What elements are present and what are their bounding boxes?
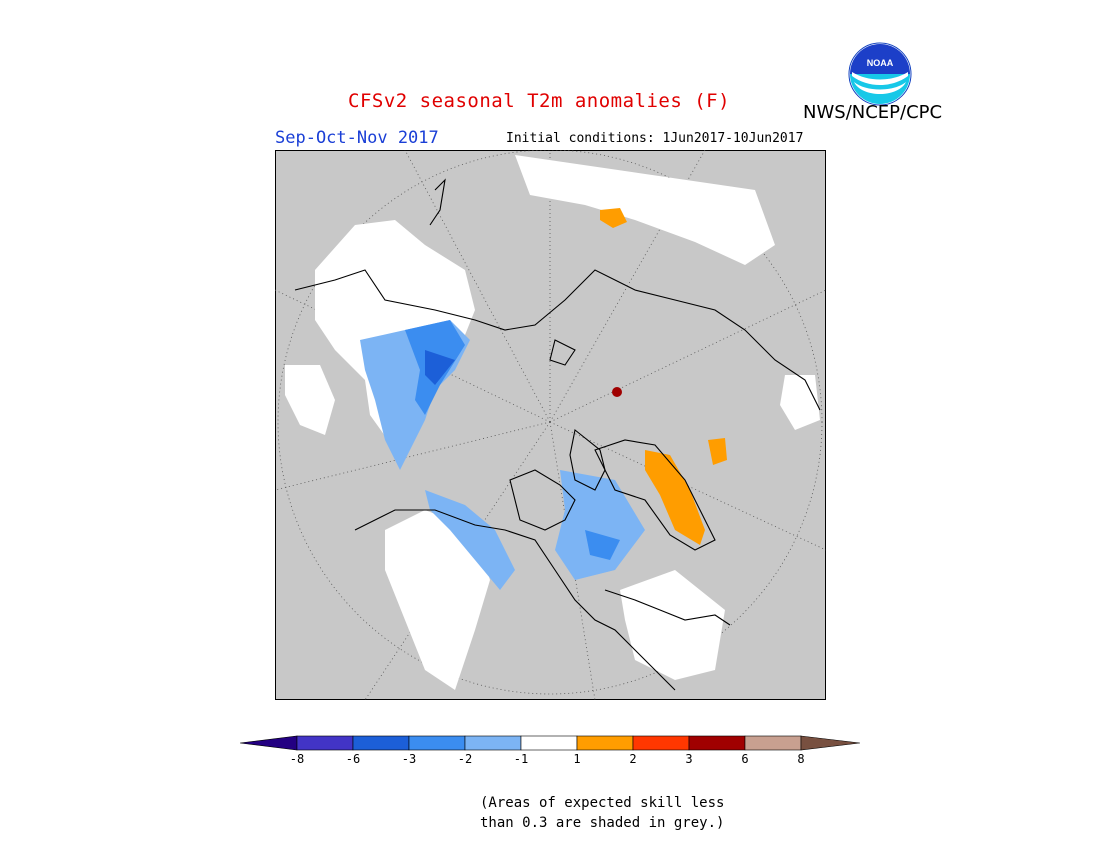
legend-cell-above-8: [800, 735, 860, 751]
legend-cell-minus6-minus3: [352, 735, 410, 751]
region-north-africa: [515, 155, 775, 265]
polar-anomaly-map: [275, 150, 826, 700]
region-neg-hudson: [585, 530, 620, 560]
region-neg-canadian-archipelago: [555, 470, 645, 580]
legend-cell-2-3: [632, 735, 690, 751]
positive-anomaly-regions: [600, 208, 727, 545]
negative-anomaly-regions: [360, 320, 645, 590]
region-pos-spot: [612, 387, 622, 397]
agency-label: NWS/NCEP/CPC: [803, 102, 943, 123]
latitude-circle-outer: [277, 150, 823, 695]
legend-cell-6-8: [744, 735, 802, 751]
logo-text: NOAA: [867, 58, 894, 68]
legend-tick-label: 3: [685, 752, 693, 766]
legend-cell-minus2-minus1: [464, 735, 522, 751]
footnote-line-2: than 0.3 are shaded in grey.): [480, 815, 725, 831]
coastlines: [294, 178, 821, 691]
chart-title: CFSv2 seasonal T2m anomalies (F): [348, 90, 731, 112]
footnote-line-1: (Areas of expected skill less: [480, 795, 725, 811]
region-pos-greenland: [645, 450, 705, 545]
region-north-america-east: [285, 365, 335, 435]
region-pos-north-africa: [600, 208, 627, 228]
legend-cell-minus8-minus6: [296, 735, 354, 751]
region-east-edge: [780, 375, 820, 430]
legend-cell-below-minus8: [240, 735, 298, 751]
legend-cell-3-6: [688, 735, 746, 751]
region-pos-iceland: [708, 438, 727, 465]
legend-tick-label: -3: [401, 752, 417, 766]
legend-tick-label: -1: [513, 752, 529, 766]
footnote: (Areas of expected skill less than 0.3 a…: [480, 793, 724, 833]
legend-tick-label: -6: [345, 752, 361, 766]
initial-conditions-label: Initial conditions: 1Jun2017-10Jun2017: [506, 131, 804, 146]
legend-tick-label: 8: [797, 752, 805, 766]
region-siberia-east: [620, 570, 725, 680]
legend-tick-label: -2: [457, 752, 473, 766]
region-neg-core: [425, 350, 455, 385]
legend-tick-label: 1: [573, 752, 581, 766]
legend-cell-minus1-plus1: [520, 735, 578, 751]
legend-tick-label: -8: [289, 752, 305, 766]
legend-cell-1-2: [576, 735, 634, 751]
season-label: Sep-Oct-Nov 2017: [275, 128, 439, 148]
legend-cell-minus3-minus2: [408, 735, 466, 751]
noaa-logo: NOAA: [848, 42, 912, 106]
region-alaska: [385, 510, 490, 690]
color-legend: [240, 735, 860, 751]
legend-tick-label: 6: [741, 752, 749, 766]
legend-tick-label: 2: [629, 752, 637, 766]
